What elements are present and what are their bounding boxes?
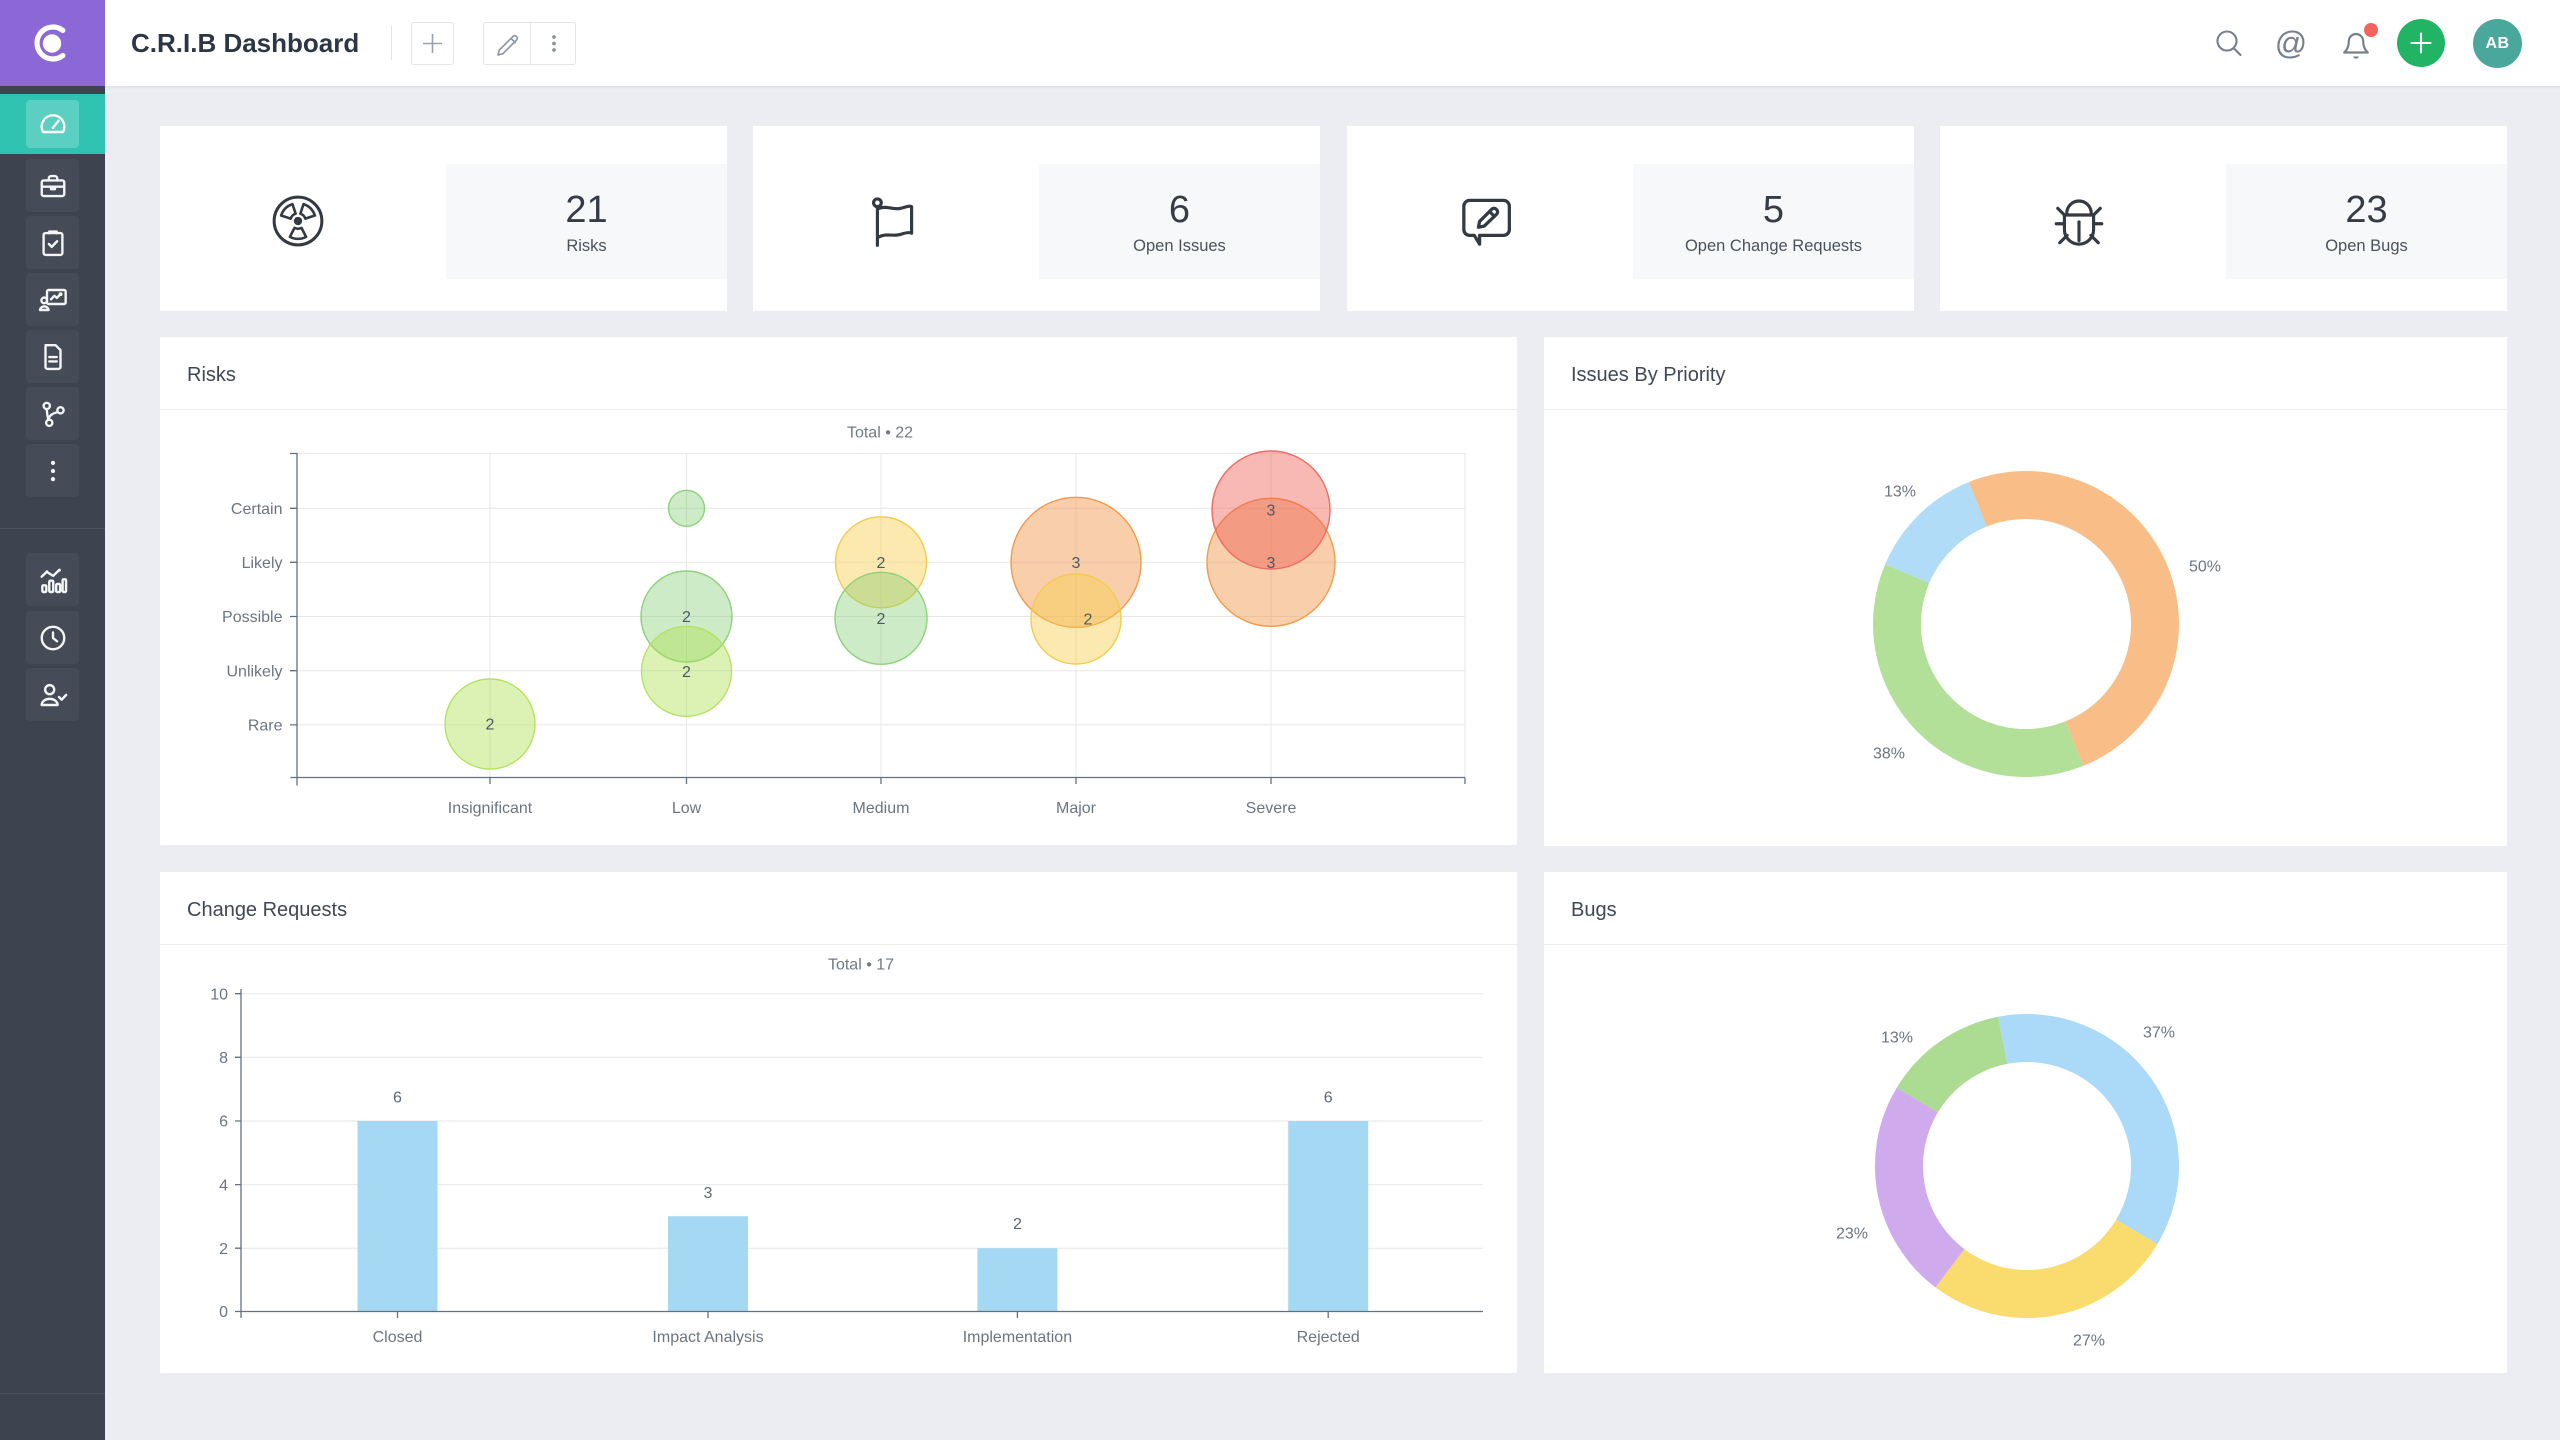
svg-text:Total • 17: Total • 17 — [828, 957, 894, 974]
svg-text:2: 2 — [682, 609, 691, 626]
svg-text:2: 2 — [877, 611, 886, 628]
svg-text:4: 4 — [219, 1177, 228, 1194]
svg-text:2: 2 — [1013, 1216, 1022, 1233]
svg-text:23%: 23% — [1836, 1226, 1868, 1243]
svg-text:Implementation: Implementation — [963, 1329, 1072, 1346]
svg-text:Low: Low — [672, 800, 702, 817]
svg-text:Likely: Likely — [242, 555, 283, 572]
svg-text:3: 3 — [1267, 555, 1276, 572]
svg-text:8: 8 — [219, 1050, 228, 1067]
svg-text:Insignificant: Insignificant — [448, 800, 533, 817]
svg-text:Total • 22: Total • 22 — [847, 425, 913, 442]
svg-text:10: 10 — [210, 986, 228, 1003]
svg-text:2: 2 — [877, 555, 886, 572]
svg-text:Rare: Rare — [248, 718, 283, 735]
svg-text:Major: Major — [1056, 800, 1097, 817]
svg-text:2: 2 — [219, 1241, 228, 1258]
svg-text:37%: 37% — [2143, 1025, 2175, 1042]
svg-text:2: 2 — [682, 664, 691, 681]
svg-text:3: 3 — [1267, 503, 1276, 520]
svg-text:Severe: Severe — [1246, 800, 1297, 817]
svg-text:Medium: Medium — [853, 800, 910, 817]
svg-text:50%: 50% — [2189, 559, 2221, 576]
svg-text:Certain: Certain — [231, 501, 283, 518]
svg-text:6: 6 — [393, 1089, 402, 1106]
svg-text:Unlikely: Unlikely — [226, 663, 282, 680]
svg-text:3: 3 — [704, 1185, 713, 1202]
svg-text:Impact Analysis: Impact Analysis — [652, 1329, 763, 1346]
svg-text:6: 6 — [219, 1114, 228, 1131]
svg-text:Rejected: Rejected — [1297, 1329, 1360, 1346]
svg-text:3: 3 — [1072, 555, 1081, 572]
svg-text:Possible: Possible — [222, 609, 283, 626]
svg-text:13%: 13% — [1881, 1030, 1913, 1047]
svg-text:38%: 38% — [1873, 746, 1905, 763]
svg-text:6: 6 — [1324, 1089, 1333, 1106]
svg-text:0: 0 — [219, 1304, 228, 1321]
svg-text:2: 2 — [1084, 612, 1093, 629]
svg-text:Closed: Closed — [373, 1329, 423, 1346]
svg-text:27%: 27% — [2073, 1333, 2105, 1350]
svg-text:13%: 13% — [1884, 484, 1916, 501]
svg-text:2: 2 — [486, 717, 495, 734]
